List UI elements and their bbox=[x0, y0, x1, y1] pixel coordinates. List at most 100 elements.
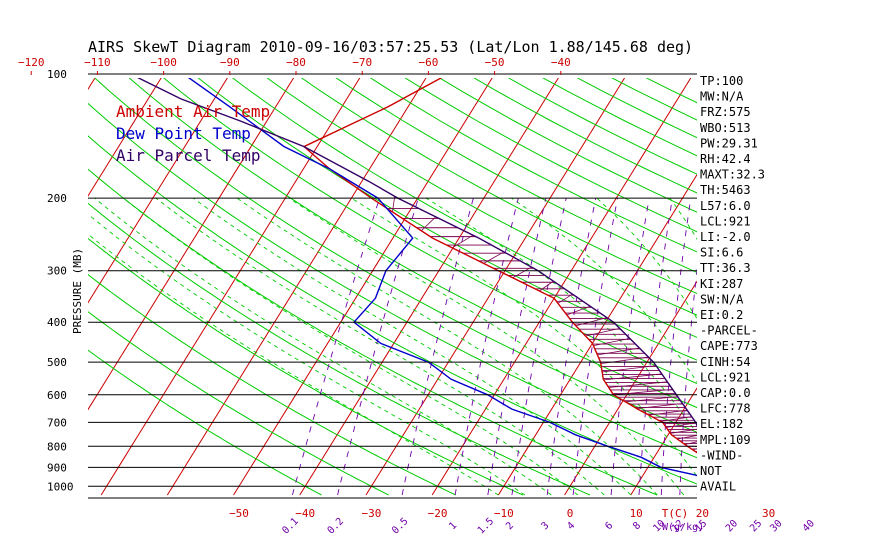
cape-hatch-diagonal bbox=[593, 338, 630, 347]
pressure-tick-label: 600 bbox=[47, 389, 67, 402]
index-value: PW:29.31 bbox=[700, 136, 758, 150]
pressure-tick-label: 700 bbox=[47, 416, 67, 429]
pressure-tick-label: 100 bbox=[47, 68, 67, 81]
index-value: CAPE:773 bbox=[700, 339, 758, 353]
moist-adiabat-line bbox=[511, 197, 697, 383]
mixing-ratio-label: 0.2 bbox=[326, 516, 347, 537]
isotherm-line bbox=[0, 74, 31, 495]
top-temp-tick-label: −70 bbox=[352, 56, 372, 69]
mixing-ratio-label: 2 bbox=[504, 520, 516, 532]
isotherm-line bbox=[233, 78, 493, 496]
cape-hatch-diagonal bbox=[666, 422, 696, 428]
index-value: NOT bbox=[700, 464, 722, 478]
mixing-ratio-line bbox=[679, 266, 697, 496]
bottom-temp-tick-label: 20 bbox=[696, 507, 709, 520]
isotherm-line bbox=[431, 78, 692, 496]
cape-hatch-diagonal bbox=[636, 403, 683, 409]
cape-hatch-diagonal bbox=[692, 448, 697, 451]
index-value: LI:-2.0 bbox=[700, 230, 751, 244]
isotherm-line bbox=[88, 78, 162, 197]
chart-title: AIRS SkewT Diagram 2010-09-16/03:57:25.5… bbox=[88, 38, 693, 56]
mixing-ratio-label: 0.5 bbox=[390, 516, 411, 537]
dry-adiabat-line bbox=[88, 135, 697, 485]
mixing-ratio-line bbox=[610, 198, 650, 496]
top-temp-tick-label: −80 bbox=[286, 56, 306, 69]
top-temp-tick-label: −60 bbox=[418, 56, 438, 69]
cape-hatch-diagonal bbox=[557, 293, 573, 304]
index-value: CINH:54 bbox=[700, 355, 751, 369]
mixing-ratio-line bbox=[487, 197, 547, 496]
dry-adiabat-line bbox=[507, 78, 697, 175]
cape-hatch-diagonal bbox=[648, 409, 688, 416]
bottom-temp-tick-label: 0 bbox=[567, 507, 574, 520]
index-value: MAXT:32.3 bbox=[700, 168, 765, 182]
mixing-ratio-line bbox=[546, 198, 597, 496]
isotherm-line bbox=[763, 74, 870, 495]
mixing-ratio-label: 6 bbox=[603, 520, 615, 532]
dry-adiabat-line bbox=[197, 78, 697, 361]
dry-adiabat-line bbox=[128, 78, 697, 409]
bottom-temp-tick-label: −40 bbox=[295, 507, 315, 520]
isotherm-line bbox=[365, 78, 626, 496]
mixing-ratio-label: 25 bbox=[748, 518, 764, 534]
isotherm-line bbox=[829, 74, 870, 495]
cape-hatch-diagonal bbox=[660, 416, 692, 422]
moist-adiabat-line bbox=[425, 197, 697, 435]
pressure-tick-label: 1000 bbox=[47, 480, 74, 493]
top-temp-tick-label: −50 bbox=[485, 56, 505, 69]
bottom-temp-tick-label: −30 bbox=[361, 507, 381, 520]
bottom-temp-tick-label: −20 bbox=[428, 507, 448, 520]
cape-hatch-diagonal bbox=[452, 234, 474, 249]
mixing-ratio-line bbox=[638, 198, 673, 496]
bottom-temp-tick-label: −50 bbox=[229, 507, 249, 520]
index-value: TH:5463 bbox=[700, 183, 751, 197]
dry-adiabat-line bbox=[266, 78, 697, 316]
dewpoint-line bbox=[187, 78, 697, 477]
mixing-ratio-line bbox=[758, 198, 771, 495]
legend-entry: Ambient Air Temp bbox=[116, 102, 270, 121]
cape-hatch-diagonal bbox=[602, 365, 657, 373]
mixing-ratio-label: 3 bbox=[539, 520, 551, 532]
mixing-ratio-label: 1 bbox=[447, 520, 459, 532]
dry-adiabat-line bbox=[88, 349, 322, 496]
ambient-temp-line bbox=[302, 78, 697, 454]
cape-hatch-diagonal bbox=[603, 373, 662, 381]
mixing-ratio-line bbox=[291, 197, 381, 496]
mixing-ratio-line bbox=[777, 198, 787, 495]
parcel-line bbox=[137, 78, 697, 428]
index-value: -WIND- bbox=[700, 448, 743, 462]
mixing-ratio-label: 4 bbox=[565, 520, 577, 532]
index-value: TT:36.3 bbox=[700, 261, 751, 275]
dry-adiabat-line bbox=[163, 78, 697, 385]
mixing-ratio-line bbox=[572, 198, 618, 496]
dry-adiabat-line bbox=[94, 78, 697, 433]
cape-hatch-diagonal bbox=[585, 327, 620, 337]
cape-hatch-diagonal bbox=[722, 476, 732, 479]
dry-adiabat-line bbox=[300, 78, 697, 295]
index-value: TP:100 bbox=[700, 74, 743, 88]
index-value: SI:6.6 bbox=[700, 246, 743, 260]
index-value: CAP:0.0 bbox=[700, 386, 751, 400]
mixing-ratio-line bbox=[660, 198, 692, 496]
dry-adiabat-line bbox=[88, 202, 591, 496]
index-value: -PARCEL- bbox=[700, 324, 758, 338]
legend-entry: Dew Point Temp bbox=[116, 124, 251, 143]
cape-hatch-diagonal bbox=[670, 428, 697, 434]
index-value: MW:N/A bbox=[700, 90, 744, 104]
moist-adiabat-line bbox=[88, 233, 499, 496]
dry-adiabat-line bbox=[88, 311, 389, 496]
cape-hatch-diagonal bbox=[684, 441, 697, 445]
cape-hatch-diagonal bbox=[608, 381, 668, 388]
index-value: WBO:513 bbox=[700, 121, 751, 135]
pressure-tick-label: 400 bbox=[47, 316, 67, 329]
moist-adiabat-line bbox=[123, 197, 579, 496]
index-value: LCL:921 bbox=[700, 214, 751, 228]
moist-adiabat-line bbox=[236, 197, 658, 496]
pressure-tick-label: 200 bbox=[47, 192, 67, 205]
dry-adiabat-line bbox=[335, 78, 697, 274]
mixing-ratio-label: 30 bbox=[768, 518, 784, 534]
index-value: RH:42.4 bbox=[700, 152, 751, 166]
y-axis-label: PRESSURE (MB) bbox=[71, 248, 84, 334]
isotherm-line bbox=[88, 78, 228, 304]
